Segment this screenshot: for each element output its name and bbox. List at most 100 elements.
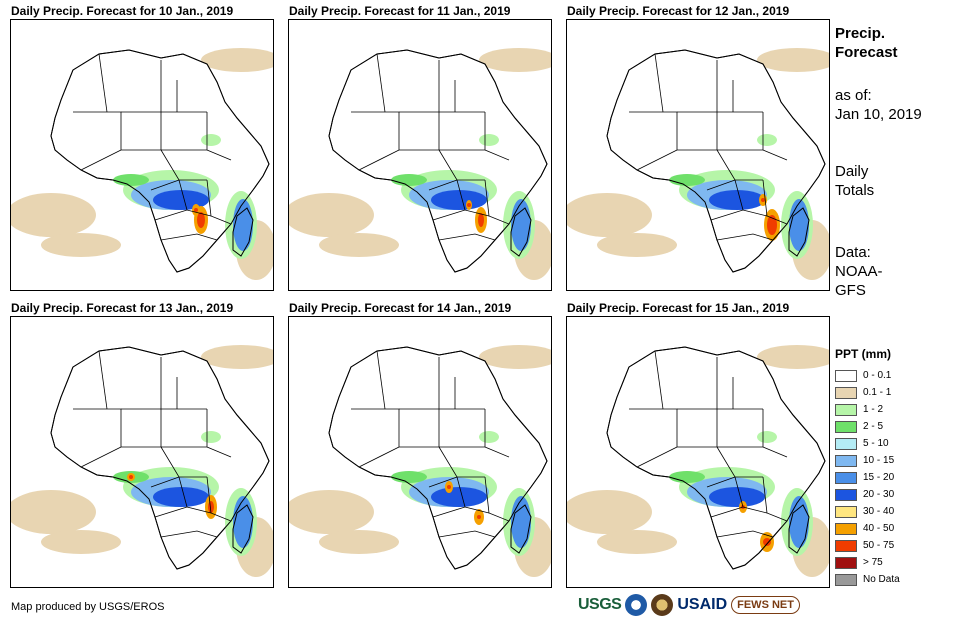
- legend-item: No Data: [835, 571, 900, 588]
- forecast-map-2: [288, 19, 552, 291]
- legend-label: 10 - 15: [863, 455, 895, 466]
- precip-area: [431, 190, 487, 210]
- legend-label: 2 - 5: [863, 421, 884, 432]
- legend-label: 5 - 10: [863, 438, 889, 449]
- legend: 0 - 0.1 0.1 - 1 1 - 2 2 - 5 5 - 10 10 - 15 15 …: [835, 367, 900, 588]
- country-border: [206, 149, 232, 161]
- legend-swatch: [835, 522, 857, 535]
- precip-area: [289, 193, 374, 237]
- daily-totals-line1: Daily: [835, 163, 869, 180]
- madagascar-outline: [788, 504, 810, 554]
- precip-area: [467, 203, 471, 207]
- country-border: [358, 446, 400, 468]
- legend-item: 5 - 10: [835, 435, 900, 452]
- precip-area: [479, 345, 551, 369]
- legend-title: PPT (mm): [835, 347, 892, 361]
- country-border: [438, 530, 496, 538]
- country-border: [654, 350, 664, 410]
- legend-item: 1 - 2: [835, 401, 900, 418]
- precip-area: [233, 496, 253, 548]
- precip-area: [479, 134, 499, 146]
- precip-area: [391, 174, 427, 186]
- panel-title-6: Daily Precip. Forecast for 15 Jan., 2019: [567, 301, 790, 315]
- doi-logo: [651, 594, 674, 616]
- forecast-map-4: [10, 316, 274, 588]
- coastline: [606, 346, 826, 570]
- sidebar-title-line2: Forecast: [835, 44, 898, 61]
- legend-item: 50 - 75: [835, 537, 900, 554]
- coastline: [50, 49, 270, 273]
- legend-item: 40 - 50: [835, 520, 900, 537]
- precip-area: [669, 471, 705, 483]
- madagascar-outline: [788, 207, 810, 257]
- legend-item: 10 - 15: [835, 452, 900, 469]
- data-source: Data: NOAA- GFS: [835, 243, 883, 300]
- country-border: [762, 149, 788, 161]
- panel-title-4: Daily Precip. Forecast for 13 Jan., 2019: [11, 301, 234, 315]
- precip-area: [511, 199, 531, 251]
- country-border: [206, 446, 232, 458]
- precip-area: [709, 190, 765, 210]
- precip-area: [761, 198, 765, 202]
- daily-totals-line2: Totals: [835, 182, 875, 199]
- precip-area: [41, 233, 121, 257]
- usaid-logo: USAID: [677, 596, 728, 613]
- country-border: [150, 179, 188, 211]
- precip-area: [479, 48, 551, 72]
- country-border: [710, 209, 768, 221]
- legend-label: 0 - 0.1: [863, 370, 892, 381]
- country-border: [160, 530, 218, 538]
- precip-area: [567, 193, 652, 237]
- legend-swatch: [835, 454, 857, 467]
- country-border: [160, 233, 218, 241]
- country-border: [428, 179, 466, 211]
- panel-title-2: Daily Precip. Forecast for 11 Jan., 2019: [289, 4, 511, 18]
- coastline: [606, 49, 826, 273]
- country-border: [376, 53, 386, 113]
- country-border: [762, 179, 788, 225]
- country-border: [432, 209, 490, 221]
- legend-swatch: [835, 403, 857, 416]
- legend-item: > 75: [835, 554, 900, 571]
- country-border: [654, 53, 664, 113]
- panel-title-3: Daily Precip. Forecast for 12 Jan., 2019: [567, 4, 790, 18]
- precip-area: [201, 431, 221, 443]
- legend-swatch: [835, 573, 857, 586]
- forecast-map-6: [566, 316, 830, 588]
- madagascar-outline: [510, 207, 532, 257]
- africa-map-svg: [289, 345, 551, 577]
- country-border: [710, 506, 768, 518]
- country-border: [484, 149, 510, 161]
- precip-area: [129, 475, 133, 479]
- legend-swatch: [835, 437, 857, 450]
- country-border: [432, 506, 490, 518]
- precip-area: [757, 48, 829, 72]
- country-border: [80, 149, 122, 171]
- coastline: [328, 346, 548, 570]
- precip-area: [11, 490, 96, 534]
- legend-swatch: [835, 539, 857, 552]
- madagascar-outline: [232, 207, 254, 257]
- legend-label: 1 - 2: [863, 404, 884, 415]
- country-border: [376, 350, 386, 410]
- precip-area: [709, 487, 765, 507]
- precip-area: [479, 431, 499, 443]
- country-border: [636, 446, 678, 468]
- legend-swatch: [835, 386, 857, 399]
- precip-area: [478, 213, 484, 227]
- usgs-logo: USGS: [578, 596, 622, 613]
- country-border: [762, 446, 788, 458]
- precip-area: [233, 199, 253, 251]
- precip-area: [447, 485, 451, 489]
- legend-label: 50 - 75: [863, 540, 895, 551]
- precip-area: [197, 212, 205, 228]
- legend-item: 2 - 5: [835, 418, 900, 435]
- country-border: [80, 446, 122, 468]
- precip-area: [113, 174, 149, 186]
- precip-area: [789, 199, 809, 251]
- legend-swatch: [835, 556, 857, 569]
- forecast-map-5: [288, 316, 552, 588]
- legend-item: 30 - 40: [835, 503, 900, 520]
- country-border: [484, 446, 510, 458]
- country-border: [358, 149, 400, 171]
